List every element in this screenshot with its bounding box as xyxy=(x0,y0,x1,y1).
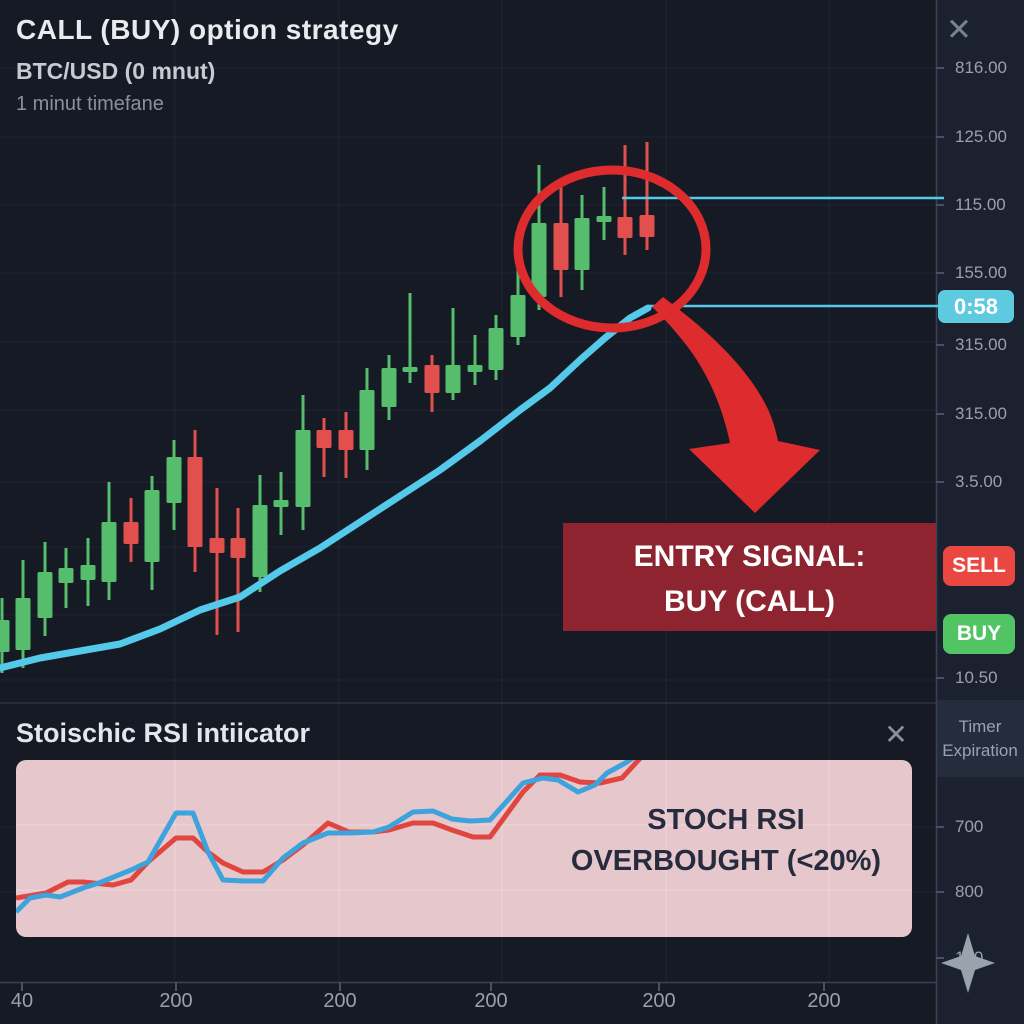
stoch-rsi-lines xyxy=(16,760,912,937)
price-axis-label: 315.00 xyxy=(955,335,1007,354)
timer-expiration-line1: Timer xyxy=(958,717,1002,736)
timer-expiration-panel[interactable]: Timer Expiration xyxy=(936,700,1024,777)
price-axis-sidebar xyxy=(936,0,1024,1024)
indicator-axis-label: 800 xyxy=(955,882,984,901)
stoch-overbought-line1: STOCH RSI xyxy=(647,804,805,836)
entry-signal-line1: ENTRY SIGNAL: xyxy=(633,540,866,573)
timer-expiration-line2: Expiration xyxy=(942,741,1018,760)
price-axis-label: 115.00 xyxy=(955,195,1006,214)
chart-close-icon[interactable]: ✕ xyxy=(946,12,972,47)
compass-icon[interactable] xyxy=(941,933,995,993)
timeframe-label: 1 minut timefane xyxy=(16,93,164,115)
time-axis-label: 40 xyxy=(10,990,34,1012)
price-axis-label: 3.5.00 xyxy=(955,472,1003,491)
stoch-overbought-line2: OVERBOUGHT (<20%) xyxy=(570,845,882,877)
entry-signal-line2: BUY (CALL) xyxy=(663,585,836,618)
time-axis-label: 200 xyxy=(807,990,841,1012)
buy-button[interactable]: BUY xyxy=(943,614,1015,654)
price-axis-label: 315.00 xyxy=(955,404,1007,423)
time-axis-label: 200 xyxy=(642,990,676,1012)
stoch-overbought-label: STOCH RSI OVERBOUGHT (<20%) xyxy=(540,800,912,882)
time-axis-label: 200 xyxy=(474,990,508,1012)
entry-signal-callout: ENTRY SIGNAL: BUY (CALL) xyxy=(563,523,936,631)
sell-button[interactable]: SELL xyxy=(943,546,1015,586)
time-axis-label: 200 xyxy=(323,990,357,1012)
countdown-timer-badge[interactable]: 0:58 xyxy=(938,290,1014,323)
indicator-axis-label: 700 xyxy=(955,817,984,836)
indicator-close-icon[interactable]: ✕ xyxy=(884,719,908,750)
price-axis-label: 816.00 xyxy=(955,58,1007,77)
page-title: CALL (BUY) option strategy xyxy=(16,14,399,45)
price-axis-label: 155.00 xyxy=(955,263,1007,282)
symbol-label: BTC/USD (0 mnut) xyxy=(16,58,216,84)
price-axis-label: 10.50 xyxy=(955,668,998,687)
indicator-title: Stoischic RSI intiicator xyxy=(16,718,311,748)
time-axis-label: 200 xyxy=(159,990,193,1012)
price-axis-label: 125.00 xyxy=(955,127,1007,146)
stoch-rsi-panel xyxy=(16,760,912,937)
header-block: CALL (BUY) option strategy BTC/USD (0 mn… xyxy=(16,14,399,116)
